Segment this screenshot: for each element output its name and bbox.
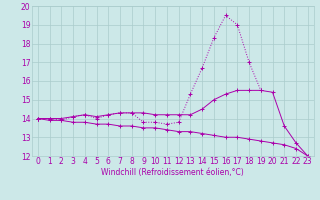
X-axis label: Windchill (Refroidissement éolien,°C): Windchill (Refroidissement éolien,°C) — [101, 168, 244, 177]
